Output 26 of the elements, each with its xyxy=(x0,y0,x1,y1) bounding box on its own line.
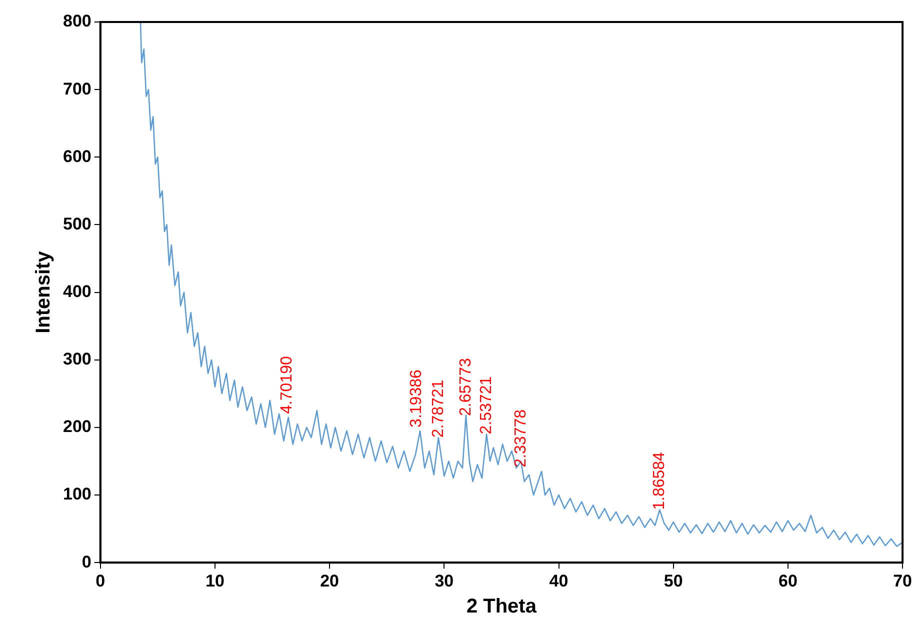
x-tick-label: 20 xyxy=(320,571,340,590)
x-axis-title: 2 Theta xyxy=(466,596,538,618)
annotation: 2.53721 xyxy=(478,376,495,434)
y-tick-label: 100 xyxy=(62,484,92,504)
y-tick-label: 600 xyxy=(62,146,92,166)
annotation: 2.78721 xyxy=(430,380,447,438)
y-tick-label: 700 xyxy=(62,79,92,98)
x-tick-label: 30 xyxy=(434,571,454,590)
annotation: 2.33778 xyxy=(512,409,530,468)
y-tick-label: 300 xyxy=(62,350,92,369)
x-tick-label: 10 xyxy=(206,571,224,590)
annotation: 2.65773 xyxy=(457,358,474,416)
y-tick-label: 800 xyxy=(62,12,92,31)
x-tick-label: 70 xyxy=(893,571,912,590)
x-tick-label: 0 xyxy=(96,571,106,590)
x-tick-label: 50 xyxy=(664,571,683,590)
y-axis-title: Intensity xyxy=(32,250,55,334)
y-tick-label: 200 xyxy=(62,417,92,436)
annotation: 3.19386 xyxy=(408,370,426,428)
annotation: 4.70190 xyxy=(278,356,296,414)
x-tick-label: 60 xyxy=(778,571,798,590)
x-tick-label: 40 xyxy=(549,571,568,590)
annotation: 1.86584 xyxy=(651,452,668,510)
y-tick-label: 0 xyxy=(82,552,92,572)
y-tick-label: 400 xyxy=(62,282,92,301)
y-tick-label: 500 xyxy=(62,214,92,234)
